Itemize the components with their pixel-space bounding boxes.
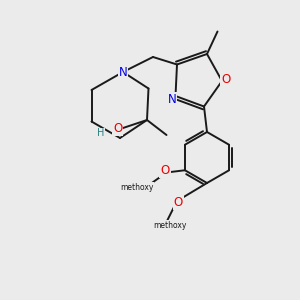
Text: O: O (221, 73, 230, 86)
Text: H: H (97, 128, 104, 139)
Text: O: O (174, 196, 183, 209)
Text: methoxy: methoxy (153, 220, 186, 230)
Text: methoxy: methoxy (120, 183, 153, 192)
Text: N: N (167, 93, 176, 106)
Text: O: O (160, 164, 169, 178)
Text: O: O (113, 122, 122, 135)
Text: N: N (118, 65, 127, 79)
